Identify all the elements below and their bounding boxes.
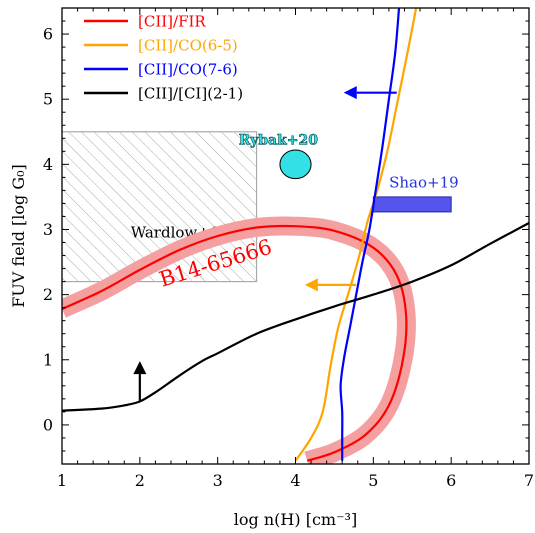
arrow-head — [343, 86, 357, 100]
x-tick-label: 6 — [446, 471, 456, 490]
cii-co76-line — [339, 8, 401, 461]
y-tick-label: 2 — [43, 285, 53, 304]
cii-co65-line — [294, 8, 418, 462]
x-tick-label: 2 — [135, 471, 145, 490]
y-tick-label: 6 — [43, 25, 53, 44]
x-axis-label: log n(H) [cm⁻³] — [234, 510, 357, 529]
y-tick-label: 4 — [43, 155, 53, 174]
shao-rect — [372, 196, 452, 213]
y-tick-label: 1 — [43, 350, 53, 369]
cii-fir-line — [62, 224, 408, 462]
arrow-head — [133, 361, 147, 375]
rybak-ellipse — [279, 149, 312, 180]
axes: 1 2 3 4 5 6 7 0 1 2 3 4 5 6 log n(H) [cm⁻³] FUV field [… — [9, 7, 534, 529]
legend: [CII]/FIR [CII]/CO(6-5) [CII]/CO(7-6) [CII]… — [84, 13, 243, 103]
y-tick-label: 5 — [43, 90, 53, 109]
x-tick-label: 4 — [290, 471, 300, 490]
legend-label: [CII]/FIR — [138, 13, 206, 31]
y-axis-label: FUV field [log G₀] — [9, 164, 28, 308]
y-tick-label: 3 — [43, 220, 53, 239]
arrow-head — [304, 278, 318, 292]
cii-ci21-line — [62, 222, 529, 412]
legend-label: [CII]/CO(7-6) — [138, 61, 238, 79]
x-tick-label: 7 — [524, 471, 534, 490]
x-tick-label: 3 — [213, 471, 223, 490]
shao-label: Shao+19 — [389, 174, 459, 192]
x-tick-label: 5 — [368, 471, 378, 490]
legend-label: [CII]/CO(6-5) — [138, 37, 238, 55]
x-tick-label: 1 — [57, 471, 67, 490]
legend-label: [CII]/[CI](2-1) — [138, 85, 243, 103]
rybak-label: Rybak+20 — [239, 133, 319, 149]
y-tick-label: 0 — [43, 415, 53, 434]
